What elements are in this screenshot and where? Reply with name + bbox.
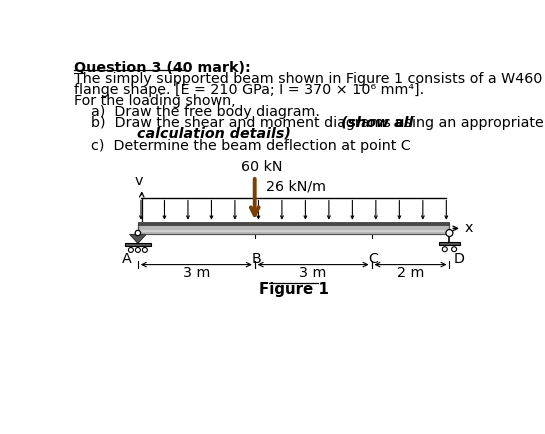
Text: D: D: [454, 252, 465, 266]
Circle shape: [142, 247, 147, 253]
Text: calculation details): calculation details): [107, 127, 290, 141]
Text: x: x: [464, 221, 473, 235]
Bar: [439, 242, 459, 245]
Text: For the loading shown,: For the loading shown,: [74, 94, 236, 108]
Circle shape: [129, 247, 134, 253]
Bar: [125, 243, 151, 246]
Bar: [138, 223, 450, 234]
Bar: [138, 222, 450, 225]
Text: A: A: [123, 252, 132, 266]
Text: a)  Draw the free body diagram.: a) Draw the free body diagram.: [92, 105, 320, 119]
Text: Question 3 (40 mark):: Question 3 (40 mark):: [74, 61, 251, 76]
Circle shape: [135, 230, 141, 236]
Polygon shape: [130, 234, 146, 243]
Text: 2 m: 2 m: [397, 266, 424, 280]
Circle shape: [446, 230, 453, 237]
Text: flange shape. [E = 210 GPa; I = 370 × 10⁶ mm⁴].: flange shape. [E = 210 GPa; I = 370 × 10…: [74, 83, 425, 97]
Text: 60 kN: 60 kN: [241, 160, 282, 174]
Text: B: B: [252, 252, 262, 266]
Text: Figure 1: Figure 1: [259, 282, 329, 296]
Text: b)  Draw the shear and moment diagrams using an appropriate scale,: b) Draw the shear and moment diagrams us…: [92, 116, 545, 130]
Text: 3 m: 3 m: [299, 266, 327, 280]
Text: The simply supported beam shown in Figure 1 consists of a W460 × 82 structural s: The simply supported beam shown in Figur…: [74, 72, 545, 86]
Circle shape: [135, 247, 141, 253]
Text: 26 kN/m: 26 kN/m: [267, 180, 326, 194]
Text: c)  Determine the beam deflection at point C: c) Determine the beam deflection at poin…: [92, 139, 411, 153]
Circle shape: [452, 247, 457, 252]
Text: v: v: [135, 174, 143, 188]
Circle shape: [443, 247, 447, 252]
Text: (show all: (show all: [341, 116, 413, 130]
Text: C: C: [368, 252, 378, 266]
Text: 3 m: 3 m: [183, 266, 210, 280]
